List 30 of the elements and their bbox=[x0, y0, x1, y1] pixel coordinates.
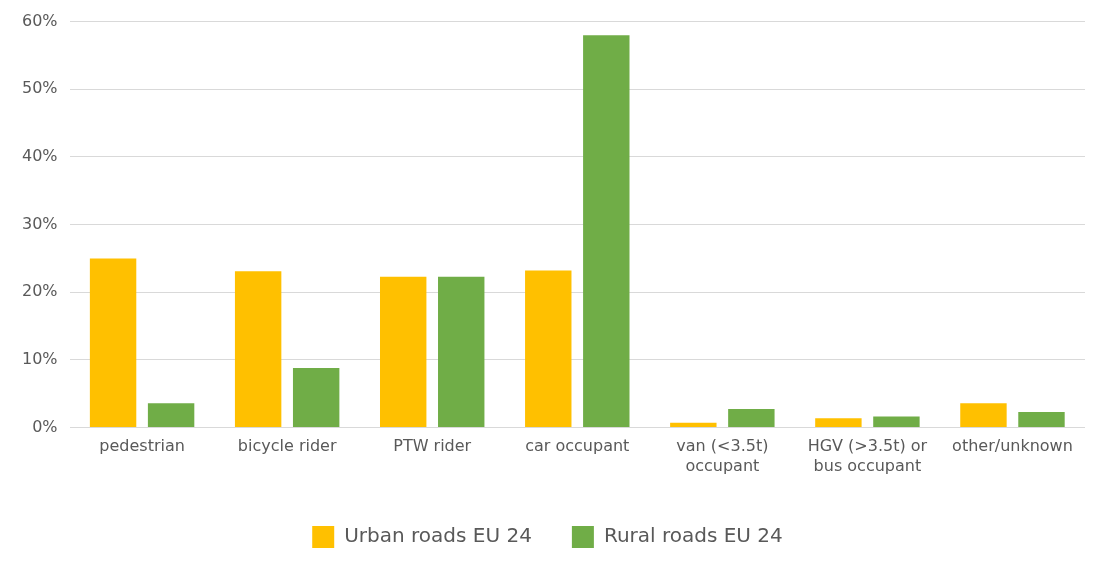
bar bbox=[583, 35, 630, 428]
y-tick-label: 40% bbox=[22, 146, 58, 166]
y-tick-label: 50% bbox=[22, 78, 58, 98]
bar bbox=[873, 416, 920, 428]
bar bbox=[234, 271, 282, 428]
bar bbox=[525, 270, 572, 428]
y-tick-label: 20% bbox=[22, 281, 58, 301]
legend-label: Urban roads EU 24 bbox=[344, 523, 532, 548]
bar bbox=[147, 403, 195, 428]
y-tick-label: 30% bbox=[22, 213, 58, 233]
bar bbox=[292, 368, 340, 428]
bar bbox=[380, 276, 427, 428]
x-tick-label: HGV (>3.5t) or bus occupant bbox=[807, 436, 928, 475]
x-tick-label: PTW rider bbox=[393, 436, 472, 456]
x-tick-label: pedestrian bbox=[99, 436, 185, 456]
x-tick-label: bicycle rider bbox=[237, 436, 337, 456]
y-tick-label: 10% bbox=[22, 349, 58, 369]
x-tick-label: van (<3.5t) occupant bbox=[676, 436, 769, 475]
bar bbox=[670, 422, 717, 428]
legend-label: Rural roads EU 24 bbox=[603, 523, 783, 548]
bar bbox=[438, 276, 485, 428]
bar bbox=[89, 258, 137, 428]
bar bbox=[815, 418, 862, 428]
x-tick-label: other/unknown bbox=[952, 436, 1073, 456]
bar bbox=[1018, 412, 1065, 428]
y-tick-label: 60% bbox=[22, 10, 58, 30]
bar bbox=[960, 403, 1007, 428]
bar bbox=[728, 408, 775, 428]
x-tick-label: car occupant bbox=[525, 436, 630, 456]
y-tick-label: 0% bbox=[32, 416, 58, 436]
